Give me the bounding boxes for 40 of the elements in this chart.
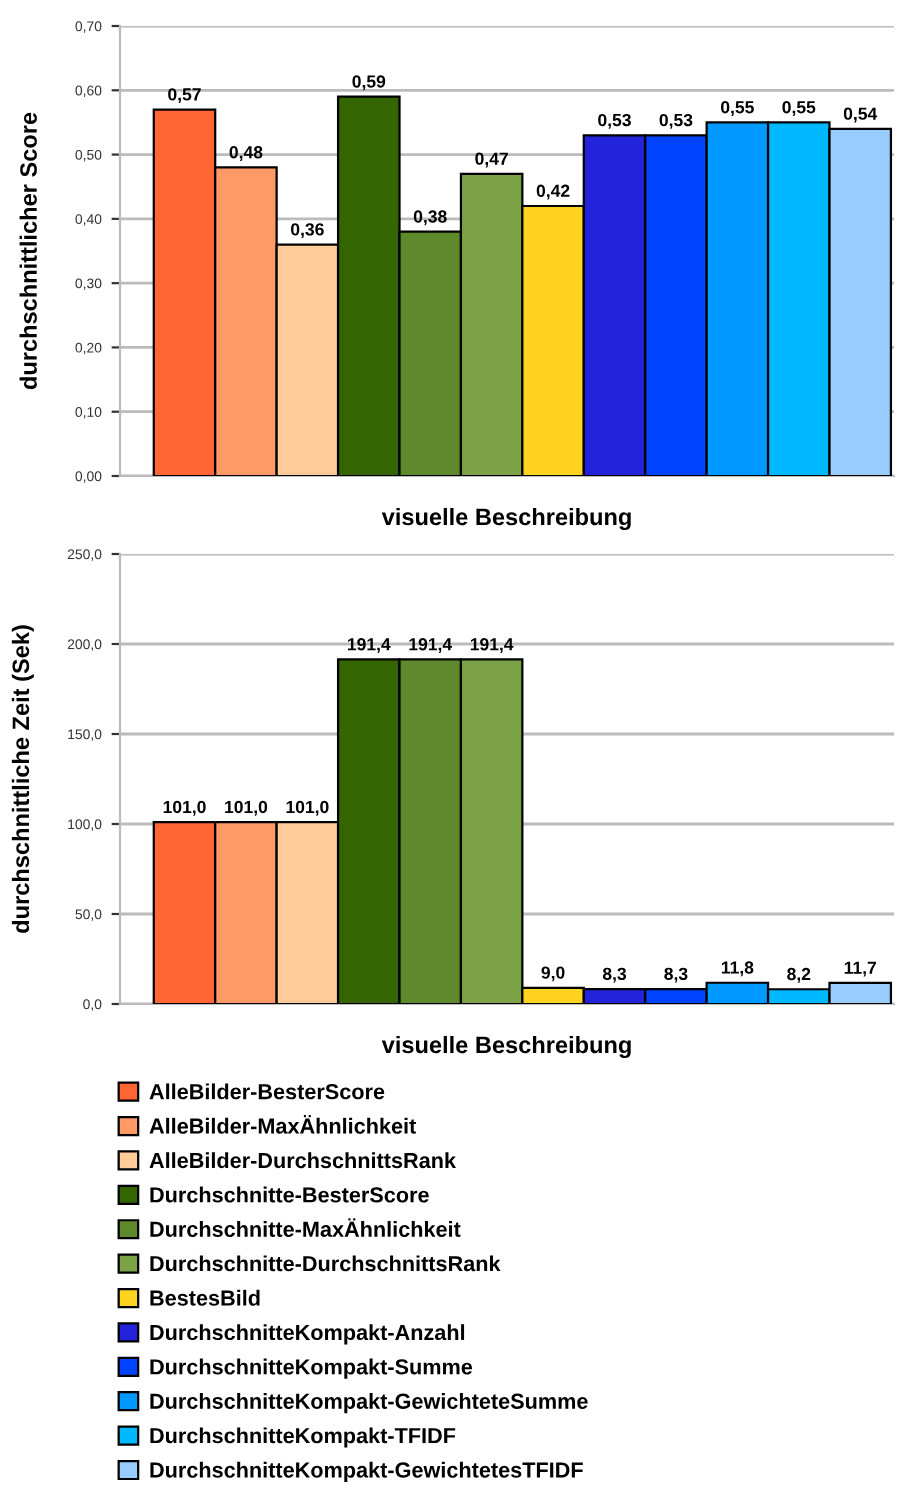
data-label: 8,3: [602, 967, 627, 983]
data-label: 101,0: [225, 800, 268, 816]
legend-label: Durchschnitte-MaxÄhnlichkeit: [150, 1218, 461, 1237]
legend-label: AlleBilder-MaxÄhnlichkeit: [149, 1115, 417, 1134]
data-label: 0,53: [659, 113, 693, 129]
legend-label: DurchschnitteKompakt-GewichtetesTFIDF: [150, 1461, 583, 1482]
data-label: 0,47: [475, 152, 508, 168]
data-label: 101,0: [286, 800, 329, 816]
data-label: 0,48: [229, 146, 263, 161]
data-label: 11,7: [844, 961, 876, 977]
x-axis-title: visuelle Beschreibung: [381, 1035, 631, 1059]
legend-label: AlleBilder-BesterScore: [149, 1083, 385, 1100]
data-label: 0,55: [721, 101, 754, 116]
data-label: 0,54: [843, 107, 878, 123]
legend-label: DurchschnitteKompakt-TFIDF: [150, 1427, 456, 1448]
data-label: 0,59: [352, 75, 386, 91]
legend-label: DurchschnitteKompakt-GewichteteSumme: [150, 1392, 588, 1414]
legend-label: DurchschnitteKompakt-Anzahl: [150, 1324, 465, 1345]
data-label: 9,0: [541, 966, 565, 982]
y-axis-title: durchschnittlicher Score: [19, 112, 37, 390]
legend-label: AlleBilder-DurchschnittsRank: [149, 1152, 457, 1169]
data-label: 0,53: [598, 113, 631, 129]
legend-label: DurchschnitteKompakt-Summe: [150, 1358, 473, 1379]
data-label: 8,2: [787, 967, 811, 983]
x-axis-title: visuelle Beschreibung: [381, 507, 631, 531]
data-label: 11,8: [721, 961, 754, 977]
data-label: 191,4: [347, 638, 391, 653]
data-label: 0,57: [168, 88, 201, 104]
data-label: 0,36: [291, 223, 324, 239]
data-label: 8,3: [664, 967, 688, 983]
legend-label: Durchschnitte-DurchschnittsRank: [150, 1255, 501, 1272]
y-axis-title: durchschnittliche Zeit (Sek): [11, 625, 34, 933]
data-label: 0,55: [782, 101, 816, 116]
data-label: 0,38: [413, 210, 447, 226]
data-label: 101,0: [163, 800, 206, 816]
data-label: 0,42: [536, 184, 570, 200]
data-label: 191,4: [470, 638, 514, 653]
legend-label: BestesBild: [150, 1289, 260, 1306]
legend-label: Durchschnitte-BesterScore: [150, 1186, 429, 1203]
data-label: 191,4: [409, 638, 453, 653]
